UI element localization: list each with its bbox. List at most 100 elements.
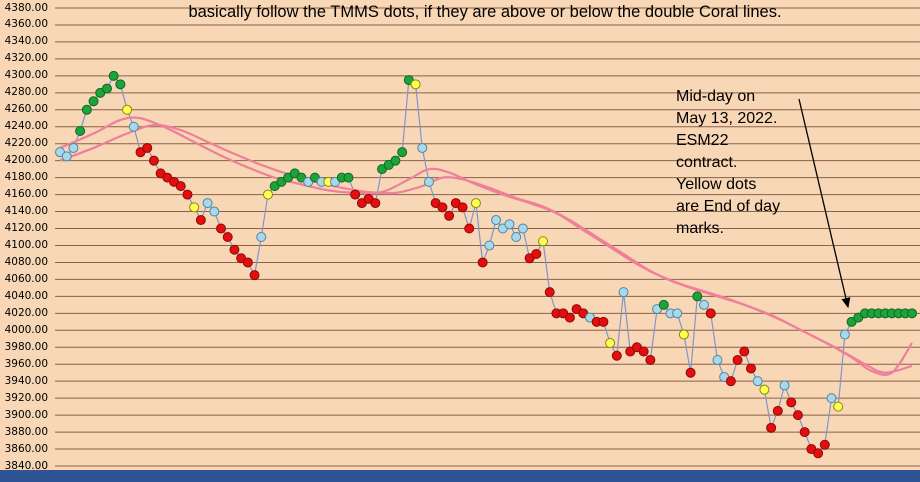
y-axis-tick-label: 4200.00 xyxy=(4,154,48,167)
tmms-dot-lightblue xyxy=(826,393,837,404)
tmms-dot-yellow xyxy=(759,384,770,395)
y-axis-tick-label: 3940.00 xyxy=(4,374,48,387)
tmms-dot-green xyxy=(390,155,401,166)
y-axis-tick-label: 3980.00 xyxy=(4,340,48,353)
tmms-dot-lightblue xyxy=(618,287,629,298)
tmms-dot-red xyxy=(464,223,475,234)
tmms-dot-red xyxy=(222,232,233,242)
tmms-dot-lightblue xyxy=(504,219,515,230)
tmms-dot-yellow xyxy=(189,202,200,213)
annotation-arrow xyxy=(798,98,851,309)
tmms-dot-lightblue xyxy=(699,299,710,310)
y-axis-tick-label: 4300.00 xyxy=(4,69,48,82)
tmms-dot-red xyxy=(229,244,240,255)
tmms-dot-green xyxy=(108,70,119,81)
y-axis-tick-label: 4380.00 xyxy=(4,1,48,14)
coral-line-2 xyxy=(59,123,913,374)
horizontal-scrollbar[interactable] xyxy=(0,470,920,482)
y-axis-tick-label: 4020.00 xyxy=(4,306,48,319)
tmms-dot-lightblue xyxy=(779,380,790,391)
tmms-dot-green xyxy=(658,299,669,310)
tmms-dot-red xyxy=(564,312,575,323)
y-axis-tick-label: 4060.00 xyxy=(4,272,48,285)
tmms-dot-lightblue xyxy=(423,176,434,187)
tmms-dot-red xyxy=(772,405,783,416)
tmms-dot-green xyxy=(343,172,354,183)
y-axis-tick-label: 4040.00 xyxy=(4,289,48,302)
tmms-dot-yellow xyxy=(122,104,133,115)
tmms-dot-red xyxy=(732,354,743,365)
tmms-dot-lightblue xyxy=(417,142,428,153)
gridlines xyxy=(55,7,920,467)
tmms-dot-yellow xyxy=(470,198,481,209)
tmms-dot-green xyxy=(907,308,917,319)
tmms-dot-red xyxy=(645,354,656,365)
y-axis-tick-label: 4180.00 xyxy=(4,171,48,184)
chart-svg xyxy=(55,7,920,467)
tmms-dot-red xyxy=(792,410,803,421)
tmms-dot-green xyxy=(692,291,703,302)
tmms-dot-red xyxy=(786,397,797,408)
y-axis-tick-label: 4220.00 xyxy=(4,137,48,150)
y-axis-tick-label: 4140.00 xyxy=(4,205,48,218)
y-axis-tick-label: 4340.00 xyxy=(4,35,48,48)
tmms-dot-yellow xyxy=(833,401,844,412)
top-annotation: basically follow the TMMS dots, if they … xyxy=(188,3,782,21)
tmms-dot-red xyxy=(685,367,696,378)
tmms-dot-red xyxy=(350,189,361,200)
tmms-dot-lightblue xyxy=(511,232,522,242)
tmms-dot-yellow xyxy=(678,329,689,340)
tmms-dot-green xyxy=(115,79,126,90)
y-axis-tick-label: 4080.00 xyxy=(4,255,48,268)
y-axis-tick-label: 4240.00 xyxy=(4,120,48,133)
tmms-dot-red xyxy=(544,287,555,298)
tmms-dot-red xyxy=(175,181,186,192)
y-axis-tick-label: 3920.00 xyxy=(4,391,48,404)
tmms-dot-lightblue xyxy=(672,308,683,319)
y-axis-tick-label: 4360.00 xyxy=(4,18,48,31)
tmms-dot-lightblue xyxy=(128,121,139,132)
tmms-dot-red xyxy=(598,316,609,327)
tmms-dot-lightblue xyxy=(517,223,528,234)
y-axis-tick-label: 3900.00 xyxy=(4,408,48,421)
tmms-dot-green xyxy=(397,147,408,158)
tmms-dot-red xyxy=(739,346,750,357)
y-axis-tick-label: 3880.00 xyxy=(4,425,48,438)
tmms-dots xyxy=(55,70,917,459)
tmms-dot-yellow xyxy=(410,79,421,90)
tmms-dot-red xyxy=(477,257,488,268)
y-axis-tick-label: 4280.00 xyxy=(4,86,48,99)
tmms-dot-green xyxy=(75,125,86,136)
tmms-dot-red xyxy=(531,248,542,259)
tmms-dot-lightblue xyxy=(202,198,213,209)
midday-annotation: Mid-day on May 13, 2022. ESM22 contract.… xyxy=(676,88,781,237)
tmms-dot-red xyxy=(813,448,824,459)
tmms-dot-green xyxy=(81,104,92,115)
y-axis-tick-label: 4320.00 xyxy=(4,52,48,65)
tmms-dot-red xyxy=(370,198,381,209)
tmms-dot-lightblue xyxy=(256,232,267,242)
tmms-dot-red xyxy=(799,427,810,438)
tmms-dot-red xyxy=(182,189,193,200)
y-axis-tick-label: 4100.00 xyxy=(4,238,48,251)
tmms-dot-lightblue xyxy=(491,215,502,226)
tmms-dot-red xyxy=(148,155,159,166)
tmms-dot-red xyxy=(725,376,736,387)
tmms-dot-red xyxy=(142,142,153,153)
y-axis-tick-label: 4160.00 xyxy=(4,188,48,201)
tmms-dot-red xyxy=(705,308,716,319)
y-axis-tick-label: 4120.00 xyxy=(4,222,48,235)
tmms-dot-lightblue xyxy=(484,240,495,251)
tmms-dot-green xyxy=(88,96,99,107)
tmms-dot-red xyxy=(216,223,227,234)
tmms-dot-red xyxy=(819,439,830,450)
tmms-dot-red xyxy=(437,202,448,213)
tmms-dot-yellow xyxy=(538,236,549,247)
tmms-dot-red xyxy=(195,215,206,226)
tmms-dot-red xyxy=(745,363,756,374)
tmms-dot-lightblue xyxy=(839,329,850,340)
y-axis-tick-label: 3840.00 xyxy=(4,459,48,472)
tmms-dot-red xyxy=(611,350,622,361)
tmms-dot-yellow xyxy=(262,189,273,200)
